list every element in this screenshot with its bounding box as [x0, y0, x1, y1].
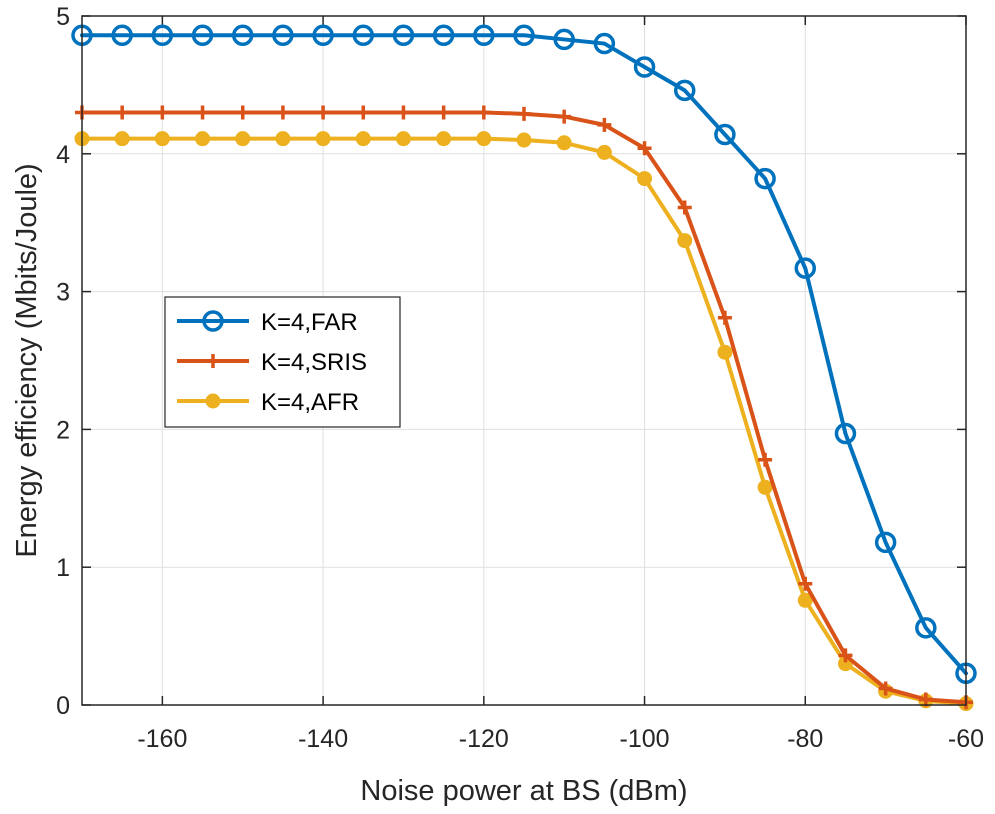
x-tick-label: -60 [948, 725, 984, 753]
data-point [516, 132, 532, 148]
data-point [473, 24, 495, 47]
x-axis-title: Noise power at BS (dBm) [360, 775, 687, 807]
data-point [597, 117, 612, 132]
data-point [396, 105, 411, 120]
data-point [754, 167, 776, 190]
data-point [556, 135, 572, 151]
data-point [677, 233, 693, 249]
data-point [436, 105, 451, 120]
data-point [235, 105, 250, 120]
data-point [673, 79, 696, 102]
x-tick-label: -140 [298, 725, 348, 753]
legend-label: K=4,AFR [261, 389, 359, 416]
data-point [155, 105, 170, 120]
data-point [918, 692, 933, 707]
y-tick-label: 0 [56, 692, 70, 720]
data-point [436, 131, 452, 147]
data-point [517, 106, 531, 121]
data-point [191, 24, 214, 47]
data-point [637, 171, 653, 187]
data-point [395, 131, 411, 147]
tick-labels: -160 -140 -120 -100 -80 -60 0 1 2 3 4 5 [56, 3, 984, 753]
data-point [633, 56, 656, 78]
data-point [476, 131, 492, 147]
legend-marker [205, 393, 221, 409]
series-k-4-far [71, 24, 977, 685]
data-point [352, 24, 375, 47]
data-point [677, 200, 692, 215]
series-k-4-sris [75, 105, 973, 710]
data-point [794, 257, 817, 279]
y-axis-title: Energy efficiency (Mbits/Joule) [11, 163, 43, 557]
data-point [717, 310, 732, 325]
data-point [717, 344, 733, 360]
data-point [596, 144, 612, 160]
data-point [275, 105, 290, 120]
legend: K=4,FAR K=4,SRIS K=4,AFR [164, 296, 401, 428]
data-point [593, 32, 616, 55]
data-point [874, 531, 897, 554]
data-point [557, 109, 572, 124]
series-group [71, 24, 977, 712]
data-point [915, 617, 937, 639]
data-point [315, 131, 331, 147]
data-point [878, 681, 893, 696]
legend-entry: K=4,SRIS [177, 349, 367, 376]
legend-label: K=4,SRIS [261, 349, 367, 376]
y-tick-label: 4 [56, 141, 70, 169]
data-point [392, 24, 415, 47]
y-tick-label: 1 [56, 554, 70, 582]
data-point [798, 576, 813, 591]
legend-entry: K=4,FAR [177, 309, 358, 336]
series-line [80, 33, 968, 676]
data-point [757, 479, 773, 495]
data-point [275, 131, 291, 147]
data-point [432, 24, 455, 47]
data-point [476, 105, 491, 120]
data-point [235, 131, 251, 147]
legend-marker [206, 354, 220, 368]
data-point [231, 24, 254, 47]
legend-label: K=4,FAR [261, 309, 358, 336]
data-point [553, 28, 575, 51]
data-point [316, 105, 331, 120]
data-point [758, 452, 773, 467]
legend-entry: K=4,AFR [177, 389, 359, 416]
legend-marker [202, 310, 224, 332]
data-point [356, 105, 371, 120]
x-tick-label: -100 [620, 725, 670, 753]
x-tick-label: -120 [459, 725, 509, 753]
data-point [195, 105, 210, 120]
data-point [111, 24, 133, 47]
data-point [714, 123, 736, 146]
data-point [838, 648, 853, 663]
x-tick-label: -80 [787, 725, 823, 753]
data-point [637, 141, 652, 156]
data-point [355, 131, 371, 147]
data-point [115, 105, 130, 120]
data-point [154, 131, 170, 147]
y-tick-label: 3 [56, 279, 70, 307]
data-point [114, 131, 130, 147]
x-tick-label: -160 [137, 725, 187, 753]
data-point [312, 24, 334, 47]
data-point [513, 24, 535, 47]
y-tick-label: 5 [56, 3, 70, 31]
data-point [834, 422, 857, 445]
y-tick-label: 2 [56, 416, 70, 444]
plot-frame [81, 15, 967, 706]
data-point [272, 24, 294, 47]
data-point [151, 24, 174, 47]
data-point [195, 131, 211, 147]
